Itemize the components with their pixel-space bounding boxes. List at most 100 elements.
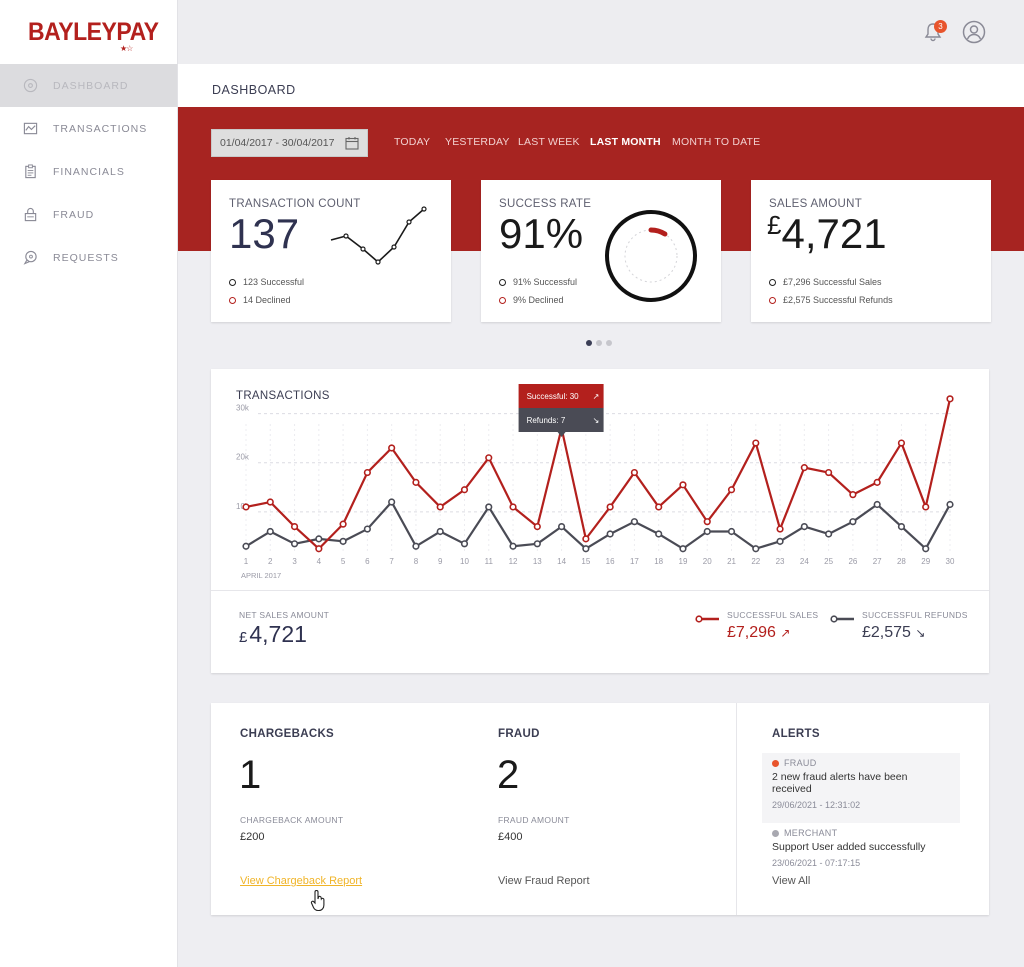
x-tick-label: 26 [848, 557, 857, 566]
data-point [436, 527, 444, 536]
data-point [460, 540, 469, 548]
data-point [290, 540, 299, 548]
x-tick-label: 28 [897, 557, 906, 566]
data-point [897, 439, 906, 447]
data-point [679, 545, 687, 553]
card-title: TRANSACTION COUNT [229, 198, 361, 210]
x-tick-label: 9 [438, 557, 443, 566]
tooltip-successful: Successful: 30 [527, 392, 580, 401]
sidebar-item-fraud[interactable]: FRAUD [0, 193, 177, 236]
data-point [703, 518, 711, 526]
alert-message: Support User added successfully [772, 841, 926, 853]
chargebacks-count: 1 [239, 753, 262, 797]
alert-message: 2 new fraud alerts have been received [772, 771, 908, 795]
x-tick-label: 18 [654, 557, 663, 566]
data-point [800, 523, 808, 531]
pager-dot[interactable] [596, 340, 602, 346]
transaction-count-card[interactable]: TRANSACTION COUNT 137 123 Successful 14 … [211, 180, 451, 322]
fraud-amount: £400 [498, 831, 523, 843]
data-point [922, 545, 930, 553]
sidebar-item-requests[interactable]: REQUESTS [0, 236, 177, 279]
sidebar-item-transactions[interactable]: TRANSACTIONS [0, 107, 177, 150]
successful-sales-summary: SUCCESSFUL SALES £7,296 ↗ [727, 610, 818, 642]
legend-text: 123 Successful [243, 277, 305, 287]
range-last-month[interactable]: LAST MONTH [590, 136, 661, 148]
refunds-value: £2,575 ↘ [862, 624, 968, 642]
sidebar-item-label: TRANSACTIONS [53, 122, 148, 135]
calendar-icon [345, 137, 359, 150]
net-sales-value: £4,721 [239, 621, 307, 648]
refunds-amount: £2,575 [862, 624, 911, 641]
x-tick-label: 27 [873, 557, 882, 566]
data-point [727, 527, 736, 536]
sidebar-item-dashboard[interactable]: DASHBOARD [0, 64, 177, 107]
alert-category: MERCHANT [772, 828, 950, 838]
sales-dot-icon [769, 278, 776, 286]
x-tick-label: 16 [606, 557, 615, 566]
range-month-to-date[interactable]: MONTH TO DATE [672, 136, 761, 148]
x-tick-label: 25 [824, 557, 833, 566]
x-tick-label: 7 [389, 557, 394, 566]
sales-legend-line-icon [695, 615, 719, 623]
transactions-chart[interactable]: 10k20k30k1234567891011121314151617181920… [211, 369, 989, 590]
alert-category: FRAUD [772, 758, 950, 768]
data-point [388, 498, 396, 506]
x-tick-label: 15 [581, 557, 590, 566]
brand-logo[interactable]: BAYLEYPAY ★☆ [0, 0, 177, 64]
view-fraud-report-link[interactable]: View Fraud Report [498, 875, 590, 887]
chart-tooltip: Successful: 30 ↗ Refunds: 7 ↘ [518, 384, 604, 437]
trend-down-icon: ↘ [915, 626, 926, 640]
data-point [533, 540, 541, 548]
x-tick-label: 23 [776, 557, 785, 566]
data-point [339, 537, 347, 545]
data-point [363, 468, 371, 477]
alert-status-dot-icon [772, 829, 779, 837]
refunds-label: SUCCESSFUL REFUNDS [862, 610, 968, 620]
divider [736, 703, 737, 915]
x-tick-label: 5 [341, 557, 346, 566]
date-range-picker[interactable]: 01/04/2017 - 30/04/2017 [211, 129, 368, 157]
tab-dashboard[interactable]: DASHBOARD [212, 83, 296, 110]
x-tick-label: 19 [679, 557, 688, 566]
data-point [800, 464, 808, 472]
brand-name: BAYLEYPAY [28, 17, 159, 46]
user-account-icon[interactable] [962, 20, 986, 44]
data-point [388, 444, 396, 452]
data-point [606, 503, 614, 511]
data-point [315, 545, 323, 553]
alert-category-label: FRAUD [784, 758, 817, 768]
transactions-title: TRANSACTIONS [236, 390, 330, 402]
alert-item[interactable]: MERCHANT Support User added successfully… [762, 823, 960, 873]
legend-text: £7,296 Successful Sales [783, 277, 882, 287]
x-tick-label: 3 [292, 557, 297, 566]
data-point [776, 537, 784, 545]
sales-label: SUCCESSFUL SALES [727, 610, 819, 620]
data-point [946, 395, 954, 403]
x-tick-label: 22 [751, 557, 760, 566]
y-tick-label: 20k [236, 453, 250, 462]
data-point [436, 503, 444, 511]
range-today[interactable]: TODAY [394, 136, 431, 148]
pager-dot[interactable] [586, 340, 592, 346]
data-point [873, 478, 881, 486]
pager-dot[interactable] [606, 340, 612, 346]
view-all-alerts-link[interactable]: View All [772, 875, 811, 887]
sidebar-item-financials[interactable]: FINANCIALS [0, 150, 177, 193]
alert-item[interactable]: FRAUD 2 new fraud alerts have been recei… [762, 753, 960, 823]
range-last-week[interactable]: LAST WEEK [518, 136, 580, 148]
declined-arc [648, 227, 668, 237]
alert-status-dot-icon [772, 759, 779, 767]
range-yesterday[interactable]: YESTERDAY [445, 136, 510, 148]
data-point [242, 503, 250, 511]
legend-refunds: £2,575 Successful Refunds [769, 295, 893, 305]
sales-amount-card[interactable]: SALES AMOUNT £4,721 £7,296 Successful Sa… [751, 180, 991, 322]
data-point [266, 498, 274, 506]
chargeback-amount: £200 [240, 831, 265, 843]
sidebar-item-label: FRAUD [53, 208, 95, 221]
tooltip-pointer [557, 432, 566, 437]
data-point [290, 523, 299, 531]
sales-amount: £7,296 [727, 624, 776, 641]
success-rate-card[interactable]: SUCCESS RATE 91% 91% Successful 9% Decli… [481, 180, 721, 322]
x-tick-label: 29 [921, 557, 930, 566]
view-chargeback-report-link[interactable]: View Chargeback Report [240, 875, 363, 887]
